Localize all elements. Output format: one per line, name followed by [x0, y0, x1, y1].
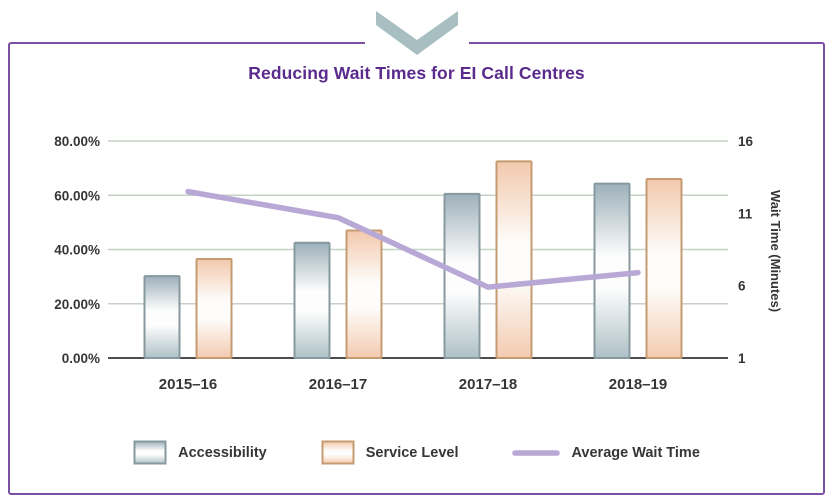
legend-item-service-level: Service Level	[321, 440, 459, 465]
legend-label-accessibility: Accessibility	[178, 444, 267, 461]
svg-text:2018–19: 2018–19	[609, 376, 667, 393]
svg-text:16: 16	[738, 134, 754, 149]
bar-service-level-2015–16	[195, 257, 233, 359]
legend-item-accessibility: Accessibility	[133, 440, 267, 465]
svg-text:1: 1	[738, 351, 746, 366]
svg-text:60.00%: 60.00%	[54, 188, 100, 203]
svg-text:0.00%: 0.00%	[62, 351, 100, 366]
legend-label-service-level: Service Level	[365, 444, 459, 461]
svg-text:20.00%: 20.00%	[54, 297, 100, 312]
svg-text:40.00%: 40.00%	[54, 243, 100, 258]
chevron-shape	[375, 11, 458, 55]
bar-service-level-2017–18	[495, 160, 533, 359]
svg-text:2016–17: 2016–17	[309, 376, 367, 393]
svg-text:6: 6	[738, 279, 746, 294]
svg-text:80.00%: 80.00%	[54, 134, 100, 149]
bar-accessibility-2016–17	[293, 241, 331, 359]
chart-title: Reducing Wait Times for EI Call Centres	[248, 63, 585, 83]
bar-service-level-2018–19	[645, 177, 683, 359]
average-wait-time-series	[185, 188, 641, 290]
bar-service-level-2016–17	[345, 229, 383, 359]
accessibility-swatch	[133, 440, 167, 465]
bar-accessibility-2018–19	[593, 182, 631, 360]
bar-accessibility-2015–16	[143, 275, 181, 360]
svg-text:2015–16: 2015–16	[159, 376, 217, 393]
right-axis-title: Wait Time (Minutes)	[768, 189, 783, 313]
ei-wait-times-chart: 0.00%20.00%40.00%60.00%80.00%1611162015–…	[54, 134, 754, 393]
svg-text:2017–18: 2017–18	[459, 376, 517, 393]
svg-text:11: 11	[738, 206, 753, 221]
average-wait-time-swatch	[512, 449, 561, 456]
legend: Accessibility Service Level Average Wait…	[0, 440, 833, 465]
service-level-swatch	[321, 440, 355, 465]
legend-label-average-wait-time: Average Wait Time	[571, 444, 700, 461]
accessibility-swatch-rect	[133, 440, 167, 465]
service-level-swatch-rect	[321, 440, 355, 465]
chevron-down-icon	[375, 11, 458, 55]
legend-item-average-wait-time: Average Wait Time	[512, 444, 700, 461]
chevron-box	[364, 6, 469, 62]
